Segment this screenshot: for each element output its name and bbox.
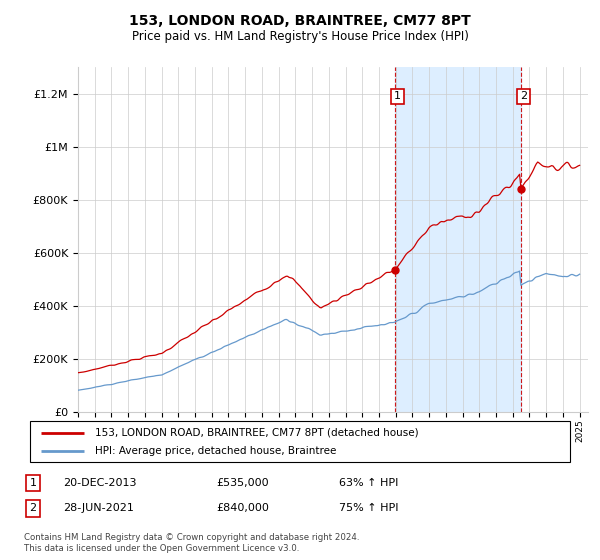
FancyBboxPatch shape <box>30 421 570 462</box>
Text: 2: 2 <box>520 91 527 101</box>
Text: 1: 1 <box>29 478 37 488</box>
Text: 75% ↑ HPI: 75% ↑ HPI <box>339 503 398 514</box>
Text: £535,000: £535,000 <box>216 478 269 488</box>
Text: 153, LONDON ROAD, BRAINTREE, CM77 8PT: 153, LONDON ROAD, BRAINTREE, CM77 8PT <box>129 14 471 28</box>
Text: Contains HM Land Registry data © Crown copyright and database right 2024.
This d: Contains HM Land Registry data © Crown c… <box>24 533 359 553</box>
Text: HPI: Average price, detached house, Braintree: HPI: Average price, detached house, Brai… <box>95 446 336 455</box>
Text: 153, LONDON ROAD, BRAINTREE, CM77 8PT (detached house): 153, LONDON ROAD, BRAINTREE, CM77 8PT (d… <box>95 428 418 437</box>
Text: 1: 1 <box>394 91 401 101</box>
Text: 2: 2 <box>29 503 37 514</box>
Text: 28-JUN-2021: 28-JUN-2021 <box>63 503 134 514</box>
Text: 20-DEC-2013: 20-DEC-2013 <box>63 478 137 488</box>
Bar <box>395 67 521 412</box>
Text: £840,000: £840,000 <box>216 503 269 514</box>
Text: Price paid vs. HM Land Registry's House Price Index (HPI): Price paid vs. HM Land Registry's House … <box>131 30 469 43</box>
Text: 63% ↑ HPI: 63% ↑ HPI <box>339 478 398 488</box>
